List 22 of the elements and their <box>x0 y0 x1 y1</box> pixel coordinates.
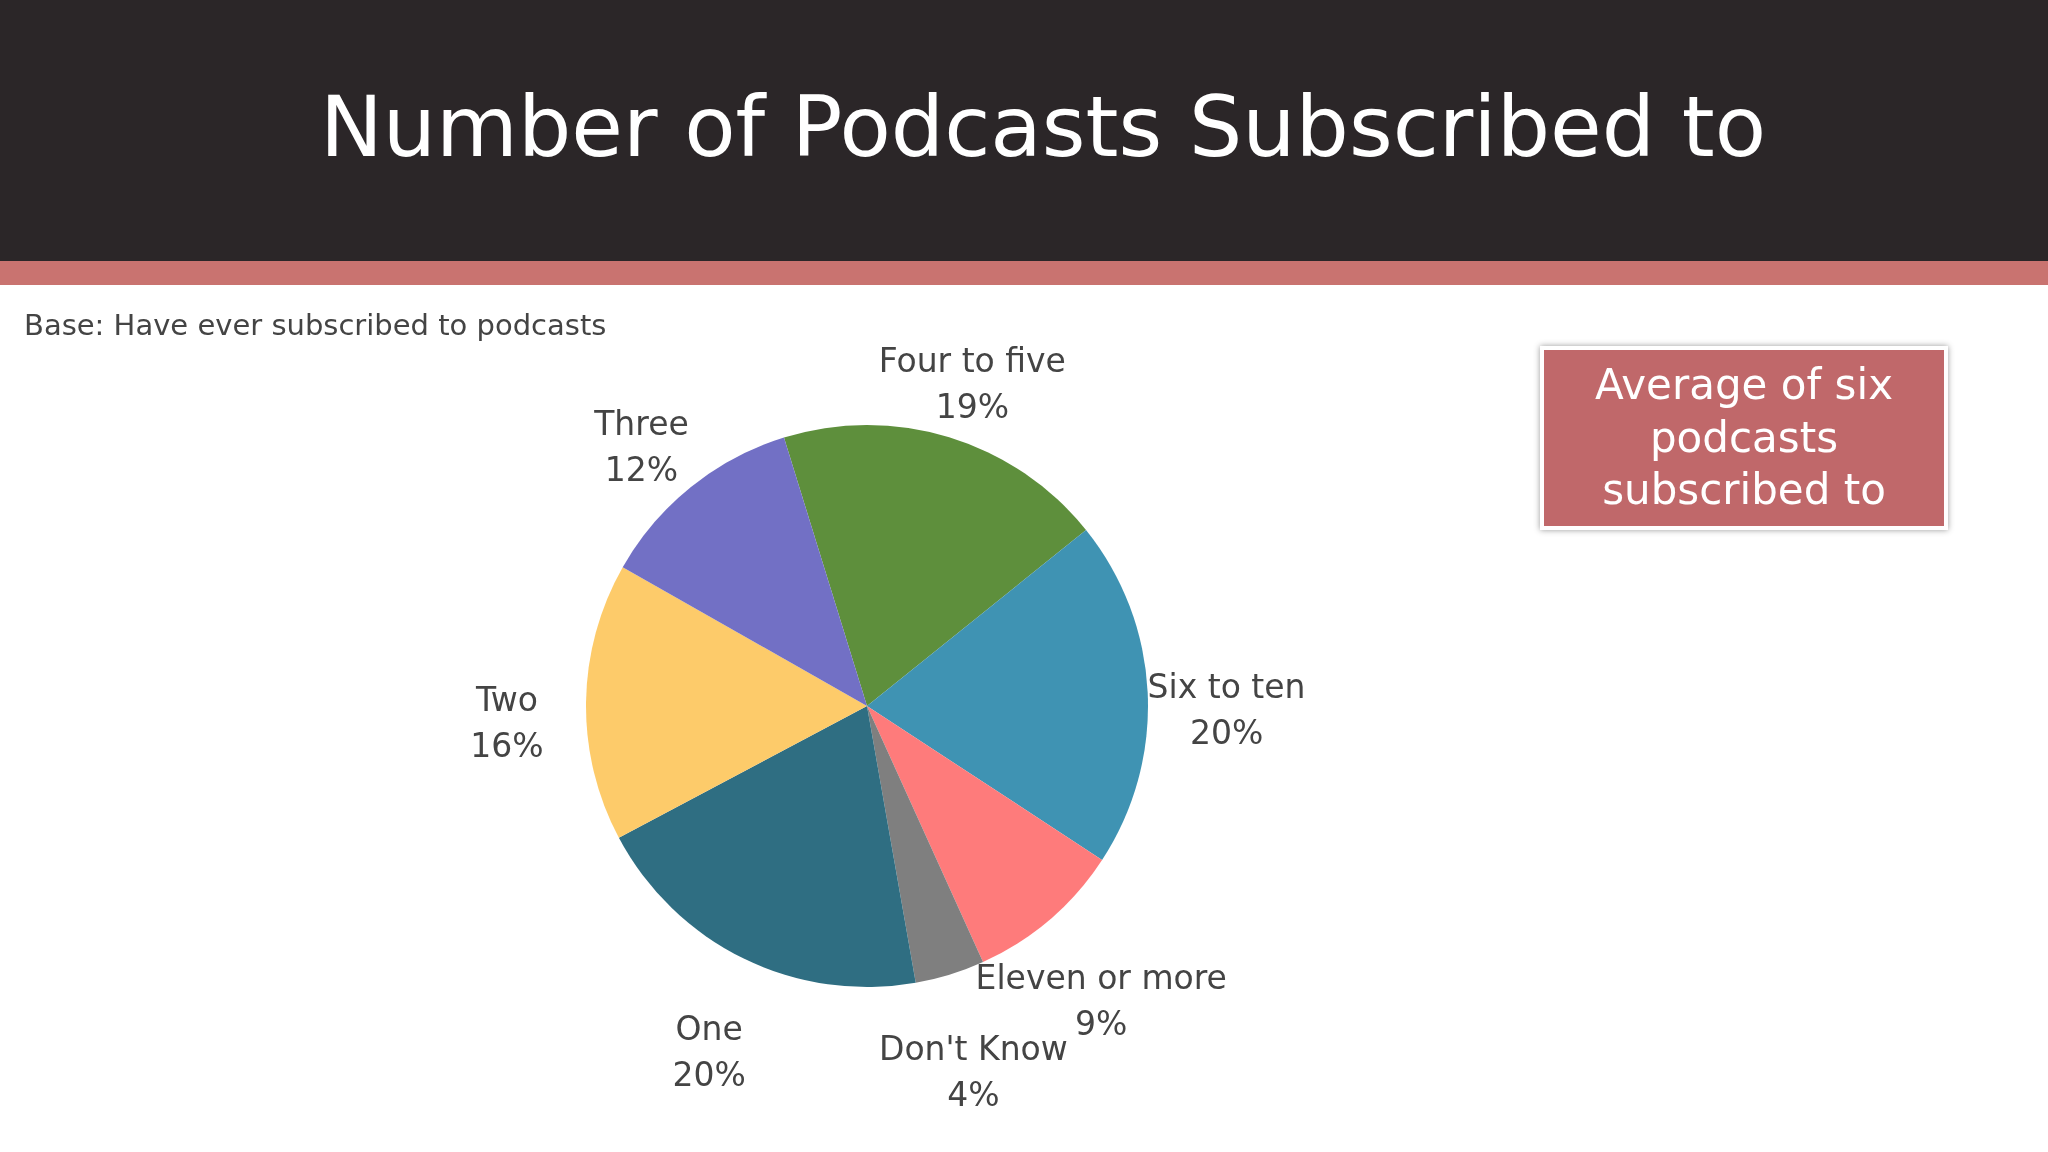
slice-label: Three <box>593 404 689 444</box>
pie-slice <box>867 529 1148 860</box>
slice-label: Six to ten <box>1147 667 1306 707</box>
data-label: 16% <box>470 725 544 765</box>
data-label: 9% <box>1075 1004 1128 1044</box>
data-label: 12% <box>604 450 679 490</box>
pie-slice <box>586 567 867 838</box>
slice-label: Eleven or more <box>975 958 1227 998</box>
text: Average of six podcasts subscribed to <box>1540 346 1948 530</box>
data-label: 20% <box>672 1054 746 1094</box>
data-label: 4% <box>947 1074 1000 1114</box>
slice-label: One <box>675 1008 743 1048</box>
pie-slice <box>783 425 1087 706</box>
data-label: 19% <box>935 386 1009 426</box>
slice-label: Don't Know <box>879 1028 1068 1068</box>
data-label: 20% <box>1189 713 1264 753</box>
pie-slice <box>867 706 1103 962</box>
chart-title: Number of Podcasts Subscribed to <box>320 78 1767 176</box>
pie-slice <box>618 706 916 987</box>
chart-subtitle: Base: Have ever subscribed to podcasts <box>24 308 607 342</box>
slice-label: Two <box>475 679 538 719</box>
slice-label: Four to five <box>878 340 1066 380</box>
